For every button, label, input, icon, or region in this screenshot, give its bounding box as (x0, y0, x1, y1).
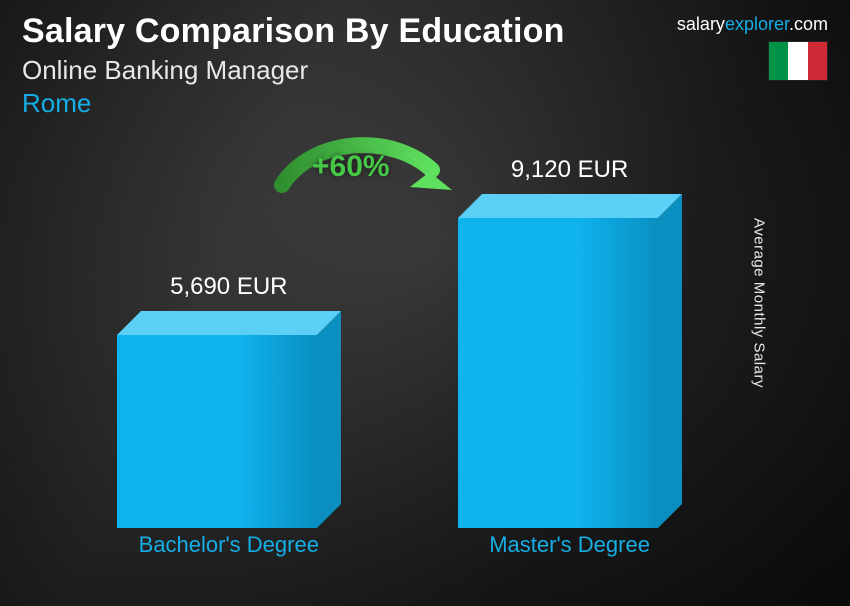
bar-3d (117, 311, 341, 528)
brand-block: salaryexplorer.com (677, 14, 828, 86)
bar-value: 5,690 EUR (117, 273, 341, 301)
italy-flag-icon (768, 41, 828, 81)
page-subtitle: Online Banking Manager (22, 55, 565, 86)
brand-prefix: salary (677, 14, 725, 34)
chart-area: 5,690 EURBachelor's Degree9,120 EURMaste… (60, 170, 770, 556)
brand-mid: explorer (725, 14, 789, 34)
bar-3d (458, 194, 682, 528)
brand-suffix: .com (789, 14, 828, 34)
title-block: Salary Comparison By Education Online Ba… (22, 12, 565, 119)
infographic-stage: Salary Comparison By Education Online Ba… (0, 0, 850, 606)
flag-stripe-left (769, 42, 788, 80)
bar-label: Master's Degree (458, 532, 682, 558)
page-title: Salary Comparison By Education (22, 12, 565, 51)
flag-stripe-middle (788, 42, 807, 80)
flag-stripe-right (808, 42, 827, 80)
bar-label: Bachelor's Degree (117, 532, 341, 558)
bar-master-s-degree: 9,120 EURMaster's Degree (458, 156, 682, 528)
bar-value: 9,120 EUR (458, 156, 682, 184)
bar-bachelor-s-degree: 5,690 EURBachelor's Degree (117, 273, 341, 528)
brand-text: salaryexplorer.com (677, 14, 828, 35)
